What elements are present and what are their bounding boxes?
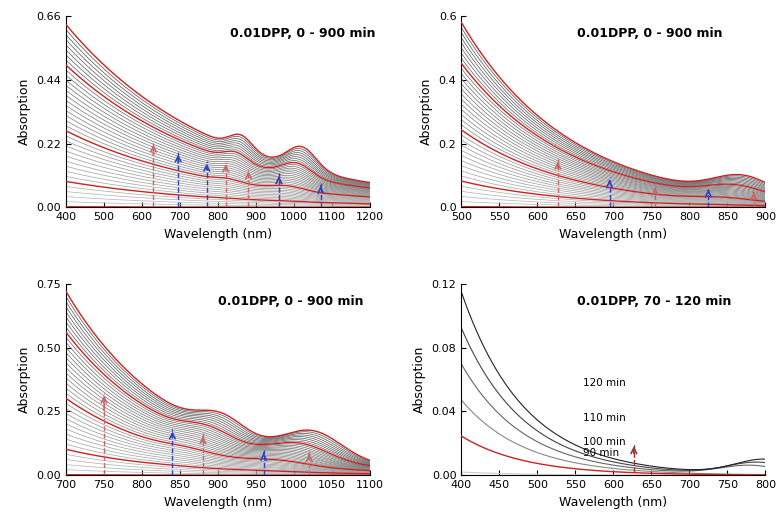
Text: 0.01DPP, 0 - 900 min: 0.01DPP, 0 - 900 min: [230, 27, 376, 40]
Text: 90 min: 90 min: [583, 448, 619, 458]
Y-axis label: Absorption: Absorption: [18, 78, 31, 145]
X-axis label: Wavelength (nm): Wavelength (nm): [559, 228, 667, 241]
Y-axis label: Absorption: Absorption: [420, 78, 433, 145]
Y-axis label: Absorption: Absorption: [413, 346, 426, 413]
X-axis label: Wavelength (nm): Wavelength (nm): [164, 495, 272, 509]
Text: 120 min: 120 min: [583, 378, 625, 388]
X-axis label: Wavelength (nm): Wavelength (nm): [164, 228, 272, 241]
Text: 0.01DPP, 0 - 900 min: 0.01DPP, 0 - 900 min: [218, 295, 364, 308]
X-axis label: Wavelength (nm): Wavelength (nm): [559, 495, 667, 509]
Text: 100 min: 100 min: [583, 437, 625, 447]
Y-axis label: Absorption: Absorption: [18, 346, 31, 413]
Text: 110 min: 110 min: [583, 413, 625, 423]
Text: 0.01DPP, 0 - 900 min: 0.01DPP, 0 - 900 min: [577, 27, 723, 40]
Text: 0.01DPP, 70 - 120 min: 0.01DPP, 70 - 120 min: [577, 295, 731, 308]
